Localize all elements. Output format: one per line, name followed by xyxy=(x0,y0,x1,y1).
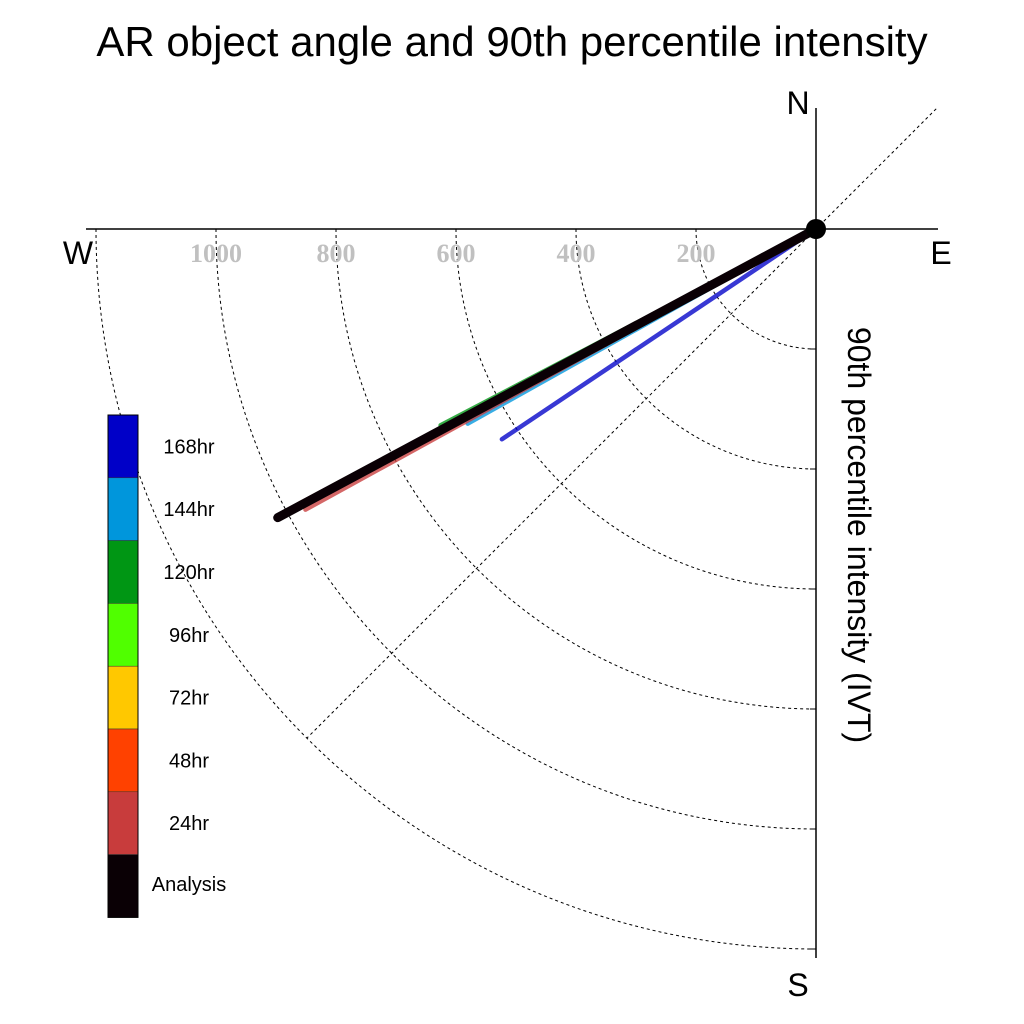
legend-label: Analysis xyxy=(152,874,226,896)
legend-swatch-120hr xyxy=(107,540,139,604)
legend-swatch-analysis xyxy=(107,854,139,918)
compass-south-label: S xyxy=(787,967,808,1003)
legend-label: 120hr xyxy=(163,562,214,584)
compass-east-label: E xyxy=(930,235,951,271)
legend-swatch-72hr xyxy=(107,665,139,730)
legend-swatch-24hr xyxy=(107,791,139,855)
origin-marker xyxy=(806,219,826,239)
legend-label: 48hr xyxy=(169,750,209,772)
legend-label: 72hr xyxy=(169,688,209,710)
legend-swatch-168hr xyxy=(107,414,139,479)
series-line-168hr xyxy=(499,226,819,442)
axes-layer xyxy=(86,108,938,958)
radial-tick-label: 1000 xyxy=(190,239,242,268)
grid-diagonal xyxy=(306,108,937,739)
radial-tick-labels: 200 400 600 800 1000 xyxy=(190,239,716,268)
radial-tick-label: 600 xyxy=(437,239,476,268)
legend-swatch-48hr xyxy=(107,728,139,793)
grid-arc-1000 xyxy=(215,228,817,830)
legend-label: 168hr xyxy=(163,436,214,458)
legend-swatch-96hr xyxy=(107,603,139,667)
chart-title: AR object angle and 90th percentile inte… xyxy=(96,18,927,65)
grid-arc-200 xyxy=(695,228,817,350)
y-axis-label: 90th percentile intensity (IVT) xyxy=(841,327,877,743)
grid-layer xyxy=(95,108,937,950)
series-layer xyxy=(273,219,826,523)
compass-north-label: N xyxy=(786,85,809,121)
series-line-analysis xyxy=(273,224,821,523)
compass-west-label: W xyxy=(63,235,94,271)
legend-swatch-144hr xyxy=(107,477,139,541)
radial-tick-label: 200 xyxy=(677,239,716,268)
legend: 168hr 144hr 120hr 96hr 72hr 48hr 24hr Analysis xyxy=(107,414,226,918)
legend-label: 96hr xyxy=(169,625,209,647)
legend-label: 24hr xyxy=(169,813,209,835)
radial-tick-label: 400 xyxy=(557,239,596,268)
legend-label: 144hr xyxy=(163,499,214,521)
legend-frame xyxy=(107,414,139,918)
radial-tick-label: 800 xyxy=(317,239,356,268)
